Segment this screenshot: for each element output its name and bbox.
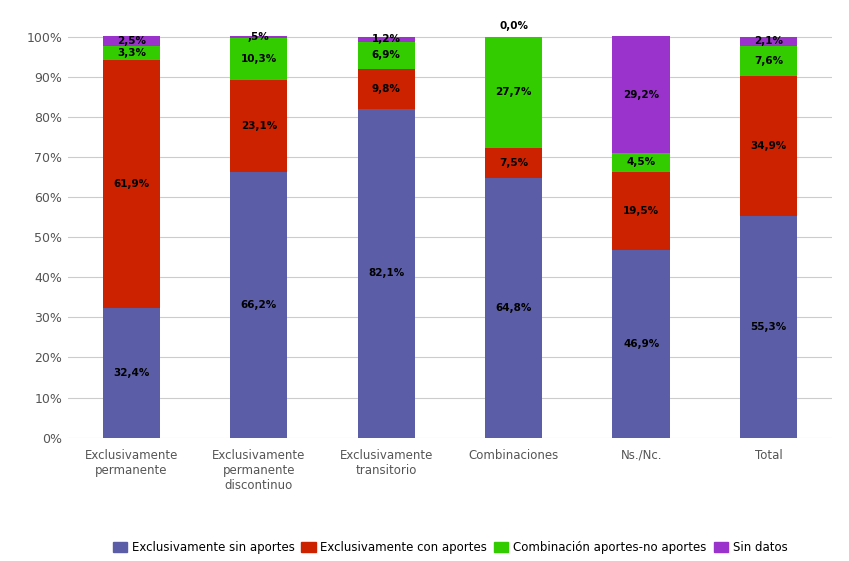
Bar [740,76,797,216]
Bar [357,42,415,70]
Text: 0,0%: 0,0% [499,21,528,31]
Bar [230,80,288,172]
Bar [230,36,288,39]
Text: 6,9%: 6,9% [372,50,401,61]
Bar [103,47,160,59]
Legend: Exclusivamente sin aportes, Exclusivamente con aportes, Combinación aportes-no a: Exclusivamente sin aportes, Exclusivamen… [108,536,792,559]
Bar [612,172,670,250]
Bar [357,70,415,109]
Text: 29,2%: 29,2% [623,90,659,100]
Text: 61,9%: 61,9% [113,179,149,188]
Text: 82,1%: 82,1% [368,268,404,278]
Bar [103,308,160,438]
Bar [230,172,288,438]
Text: 3,3%: 3,3% [117,48,146,58]
Bar [485,178,543,438]
Bar [230,39,288,80]
Text: 2,5%: 2,5% [117,36,146,47]
Text: 66,2%: 66,2% [240,300,277,310]
Text: 7,6%: 7,6% [754,56,783,66]
Bar [612,250,670,438]
Bar [740,45,797,76]
Bar [357,37,415,42]
Text: 27,7%: 27,7% [496,88,532,98]
Bar [485,148,543,178]
Text: 19,5%: 19,5% [623,205,659,215]
Bar [612,154,670,172]
Text: 4,5%: 4,5% [627,158,655,168]
Bar [357,109,415,438]
Text: 23,1%: 23,1% [240,121,277,131]
Text: ,5%: ,5% [248,33,270,43]
Text: 32,4%: 32,4% [113,367,149,378]
Bar [740,216,797,438]
Text: 55,3%: 55,3% [751,322,787,332]
Text: 64,8%: 64,8% [496,303,531,312]
Bar [740,37,797,45]
Text: 10,3%: 10,3% [240,54,277,64]
Text: 1,2%: 1,2% [372,34,401,44]
Text: 2,1%: 2,1% [754,36,783,47]
Text: 7,5%: 7,5% [499,158,528,168]
Bar [103,59,160,308]
Text: 46,9%: 46,9% [623,339,660,348]
Bar [612,36,670,154]
Text: 9,8%: 9,8% [372,84,401,94]
Text: 34,9%: 34,9% [751,141,787,151]
Bar [103,36,160,47]
Bar [485,37,543,148]
